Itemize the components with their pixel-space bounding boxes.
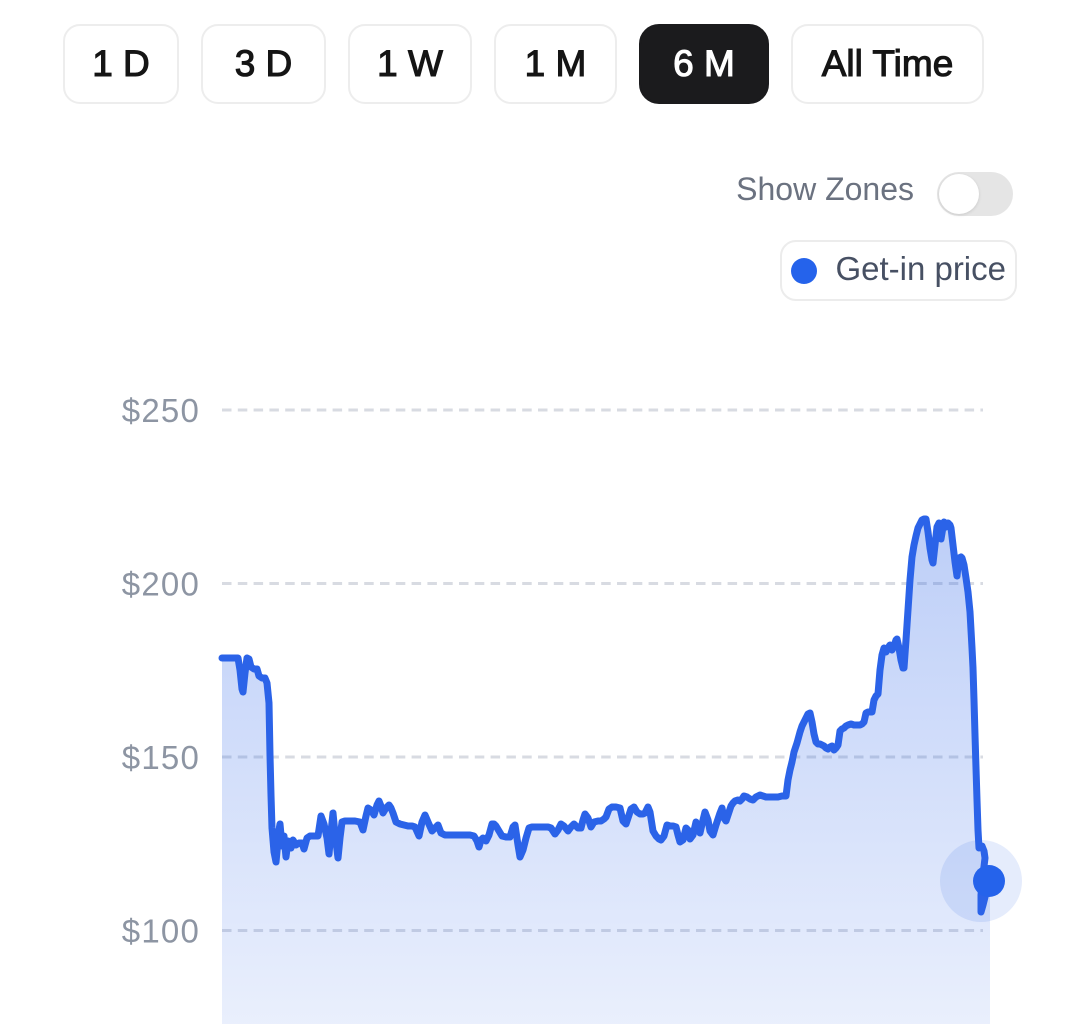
- svg-text:$150: $150: [122, 739, 200, 776]
- svg-text:$200: $200: [122, 566, 200, 603]
- svg-text:$100: $100: [122, 913, 200, 950]
- svg-text:$250: $250: [122, 392, 200, 429]
